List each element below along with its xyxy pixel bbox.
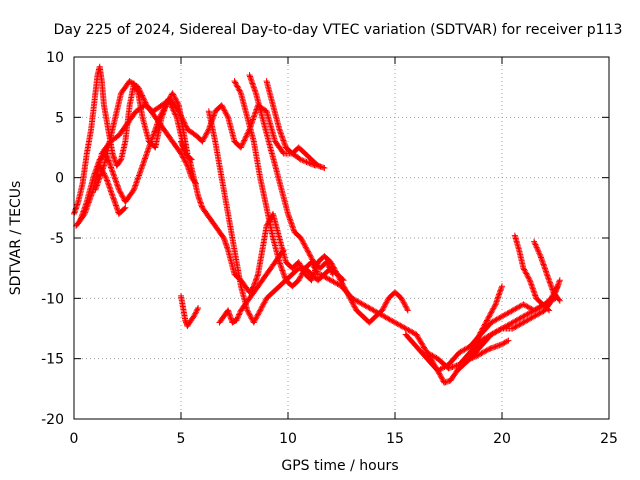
- marker-path: [424, 277, 563, 372]
- marker-path: [92, 78, 199, 193]
- marker-path: [178, 292, 202, 330]
- y-tick-label: 0: [55, 171, 64, 187]
- x-tick-label: 10: [279, 431, 297, 447]
- marker-path: [178, 138, 347, 296]
- y-tick-label: 10: [46, 50, 64, 66]
- series-track-g: [178, 292, 202, 330]
- y-tick-labels: -20 -15 -10 -5 0 5 10: [41, 50, 64, 428]
- data-points: [71, 63, 563, 386]
- marker-path: [511, 232, 553, 314]
- y-axis-title: SDTVAR / TECUs: [8, 181, 24, 296]
- marker-path: [263, 78, 328, 171]
- series-track-d: [92, 78, 199, 193]
- y-tick-label: -5: [50, 231, 64, 247]
- series-track-q: [466, 283, 505, 350]
- axis-ticks: [73, 56, 610, 420]
- series-track-r: [511, 232, 553, 314]
- marker-path: [96, 162, 129, 217]
- series-track-e: [96, 162, 129, 217]
- chart-title: Day 225 of 2024, Sidereal Day-to-day VTE…: [54, 22, 623, 38]
- marker-path: [531, 238, 563, 304]
- series-track-l: [263, 78, 328, 171]
- marker-path: [466, 283, 505, 350]
- x-tick-label: 15: [386, 431, 404, 447]
- x-tick-label: 0: [70, 431, 79, 447]
- series-track-s: [531, 238, 563, 304]
- y-tick-label: -15: [41, 352, 64, 368]
- marker-path: [231, 78, 321, 290]
- y-tick-label: -10: [41, 291, 64, 307]
- x-tick-labels: 0 5 10 15 20 25: [70, 431, 618, 447]
- series-track-j: [231, 78, 321, 290]
- marker-path: [216, 247, 287, 326]
- x-tick-label: 20: [493, 431, 511, 447]
- y-tick-label: 5: [55, 110, 64, 126]
- y-tick-label: -20: [41, 412, 64, 428]
- series-track-k: [246, 72, 336, 278]
- series-track-o: [424, 277, 563, 372]
- series-track-i: [216, 247, 287, 326]
- x-tick-label: 25: [600, 431, 618, 447]
- marker-path: [246, 72, 336, 278]
- x-tick-label: 5: [177, 431, 186, 447]
- series-track-f: [178, 138, 347, 296]
- x-axis-title: GPS time / hours: [281, 458, 398, 474]
